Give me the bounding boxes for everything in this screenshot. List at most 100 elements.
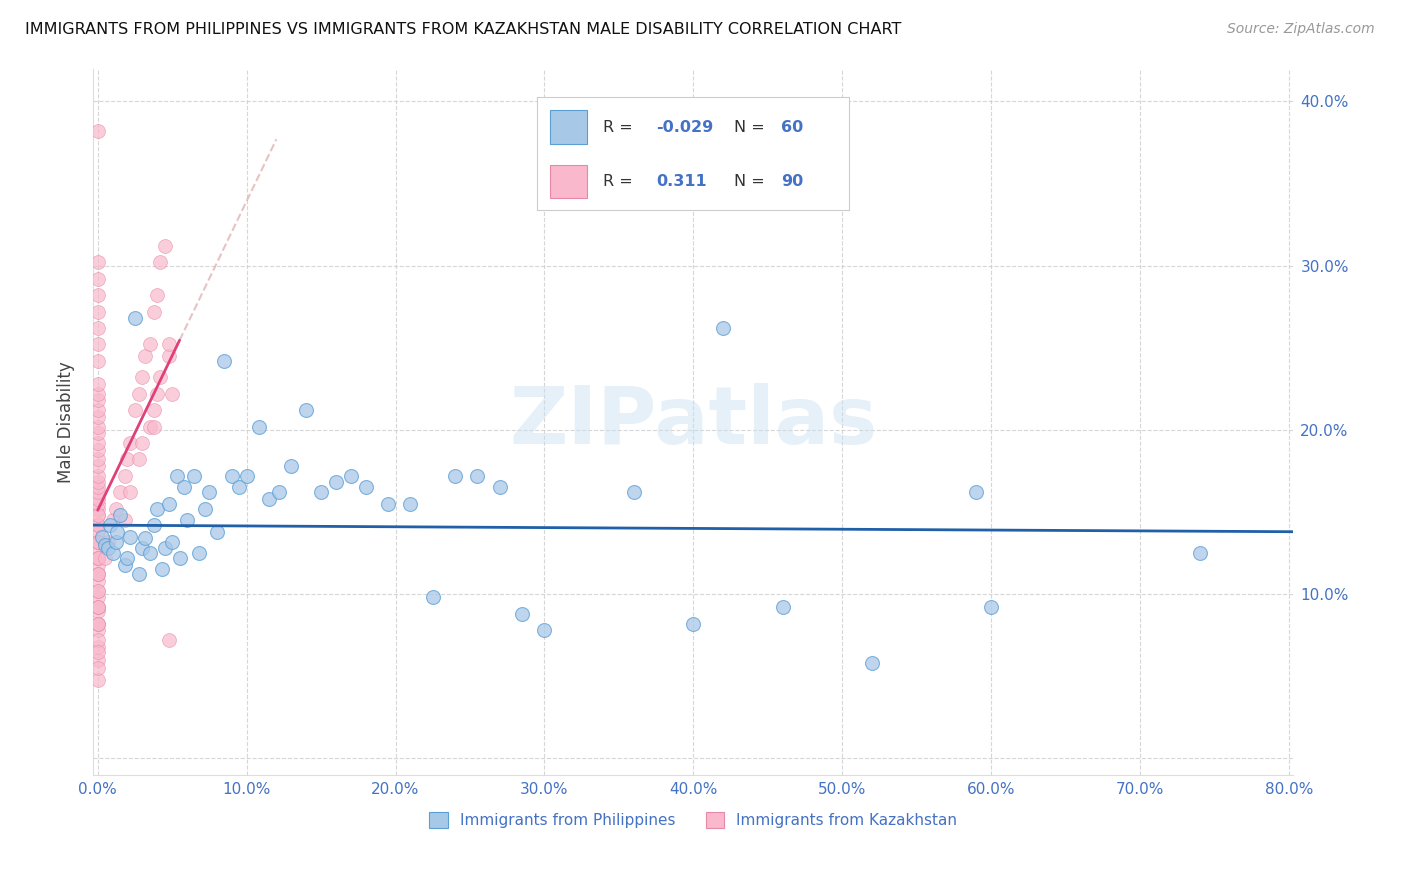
Point: [623, 485, 645, 500]
Point: [131, 436, 153, 450]
Point: [94, 551, 117, 566]
Point: [269, 485, 291, 500]
Point: [86, 558, 108, 572]
Point: [157, 337, 180, 351]
Point: [120, 436, 142, 450]
Point: [86, 475, 108, 490]
Point: [86, 409, 108, 424]
Point: [86, 551, 108, 566]
Point: [146, 501, 169, 516]
Point: [128, 452, 150, 467]
Point: [228, 480, 250, 494]
Point: [711, 321, 734, 335]
Point: [143, 304, 166, 318]
Point: [101, 546, 124, 560]
Point: [340, 468, 363, 483]
Point: [86, 616, 108, 631]
Point: [114, 513, 136, 527]
Point: [221, 468, 243, 483]
Text: Source: ZipAtlas.com: Source: ZipAtlas.com: [1227, 22, 1375, 37]
Point: [86, 534, 108, 549]
Point: [188, 546, 211, 560]
Point: [86, 583, 108, 598]
Point: [108, 508, 131, 523]
Point: [139, 546, 162, 560]
Point: [160, 534, 183, 549]
Point: [965, 485, 987, 500]
Point: [153, 239, 176, 253]
Point: [91, 530, 114, 544]
Point: [131, 370, 153, 384]
Point: [117, 551, 139, 566]
Point: [143, 518, 166, 533]
Point: [86, 600, 108, 615]
Point: [86, 653, 108, 667]
Y-axis label: Male Disability: Male Disability: [58, 360, 75, 483]
Point: [128, 567, 150, 582]
Point: [146, 386, 169, 401]
Point: [86, 644, 108, 658]
Point: [194, 501, 217, 516]
Point: [134, 531, 156, 545]
Point: [86, 567, 108, 582]
Point: [146, 288, 169, 302]
Point: [104, 534, 127, 549]
Point: [149, 370, 172, 384]
Point: [860, 656, 883, 670]
Point: [86, 600, 108, 615]
Point: [131, 541, 153, 555]
Point: [309, 485, 332, 500]
Point: [377, 497, 399, 511]
Point: [166, 468, 188, 483]
Point: [117, 452, 139, 467]
Point: [124, 311, 146, 326]
Point: [86, 458, 108, 473]
Point: [157, 349, 180, 363]
Point: [157, 497, 180, 511]
Point: [150, 562, 173, 576]
Point: [86, 640, 108, 654]
Point: [86, 468, 108, 483]
Point: [86, 603, 108, 617]
Point: [114, 468, 136, 483]
Point: [257, 491, 280, 506]
Point: [198, 485, 221, 500]
Point: [120, 530, 142, 544]
Point: [214, 354, 236, 368]
Point: [86, 376, 108, 391]
Point: [86, 534, 108, 549]
Point: [510, 607, 533, 621]
Point: [105, 524, 128, 539]
Point: [247, 419, 270, 434]
Point: [295, 403, 318, 417]
Point: [176, 513, 198, 527]
Point: [108, 485, 131, 500]
Point: [86, 321, 108, 335]
Point: [86, 497, 108, 511]
Point: [399, 497, 422, 511]
Point: [86, 616, 108, 631]
Point: [682, 616, 704, 631]
Point: [153, 541, 176, 555]
Point: [128, 386, 150, 401]
Point: [86, 304, 108, 318]
Point: [97, 541, 120, 555]
Point: [86, 541, 108, 555]
Point: [86, 524, 108, 539]
Point: [86, 600, 108, 615]
Point: [86, 491, 108, 506]
Point: [86, 337, 108, 351]
Point: [86, 354, 108, 368]
Point: [169, 551, 191, 566]
Point: [354, 480, 377, 494]
Point: [104, 501, 127, 516]
Point: [86, 518, 108, 533]
Text: ZIPatlas: ZIPatlas: [509, 383, 877, 460]
Point: [444, 468, 467, 483]
Point: [86, 480, 108, 494]
Point: [86, 442, 108, 457]
Point: [1188, 546, 1211, 560]
Point: [143, 419, 166, 434]
Point: [143, 403, 166, 417]
Point: [86, 551, 108, 566]
